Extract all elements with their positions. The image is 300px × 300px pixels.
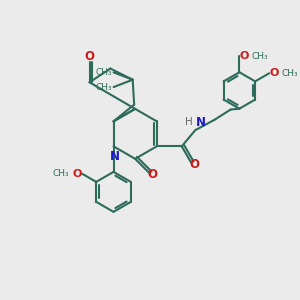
Text: N: N	[196, 116, 206, 129]
Text: O: O	[270, 68, 279, 78]
Text: CH₃: CH₃	[95, 68, 112, 77]
Text: O: O	[72, 169, 82, 179]
Text: O: O	[240, 51, 249, 61]
Text: CH₃: CH₃	[95, 82, 112, 91]
Text: H: H	[185, 117, 193, 127]
Text: O: O	[85, 50, 94, 63]
Text: CH₃: CH₃	[252, 52, 268, 61]
Text: O: O	[147, 168, 157, 181]
Text: CH₃: CH₃	[52, 169, 69, 178]
Text: N: N	[110, 150, 120, 163]
Text: CH₃: CH₃	[281, 69, 298, 78]
Text: O: O	[189, 158, 199, 171]
